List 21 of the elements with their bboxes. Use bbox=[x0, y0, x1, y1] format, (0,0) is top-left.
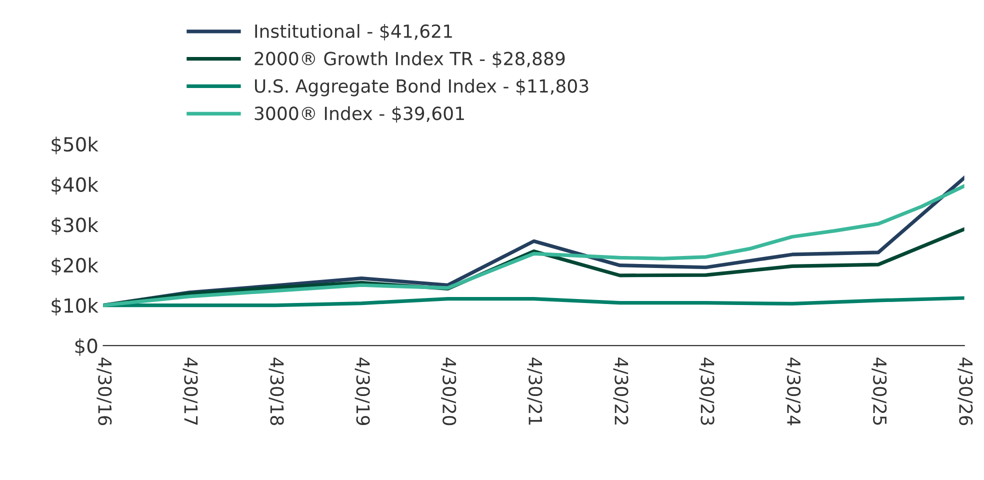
x-tick-label: 4/30/18 bbox=[268, 358, 284, 426]
x-tick-label: 4/30/20 bbox=[441, 358, 456, 426]
x-tick-label: 4/30/23 bbox=[699, 358, 714, 425]
legend-label: U.S. Aggregate Bond Index - $11,803 bbox=[255, 78, 588, 96]
y-tick-label: $30k bbox=[52, 217, 98, 235]
legend-label: Institutional - $41,621 bbox=[255, 24, 452, 40]
legend-label: 3000® Index - $39,601 bbox=[254, 106, 464, 123]
x-tick-label: 4/30/24 bbox=[786, 358, 801, 426]
x-tick-label: 4/30/16 bbox=[96, 358, 112, 426]
y-tick-label: $40k bbox=[52, 176, 98, 195]
x-tick-label: 4/30/25 bbox=[872, 358, 887, 425]
x-tick-label: 4/30/22 bbox=[613, 358, 628, 425]
x-tick-label: 4/30/26 bbox=[958, 358, 973, 426]
x-tick-label: 4/30/21 bbox=[527, 358, 542, 425]
x-tick-label: 4/30/17 bbox=[182, 358, 198, 425]
x-tick-label: 4/30/19 bbox=[354, 358, 370, 426]
y-tick-label: $0 bbox=[75, 338, 98, 356]
legend-label: 2000® Growth Index TR - $28,889 bbox=[254, 51, 565, 68]
y-tick-label: $10k bbox=[52, 298, 98, 316]
y-tick-label: $50k bbox=[52, 136, 98, 154]
y-tick-label: $20k bbox=[52, 258, 98, 276]
